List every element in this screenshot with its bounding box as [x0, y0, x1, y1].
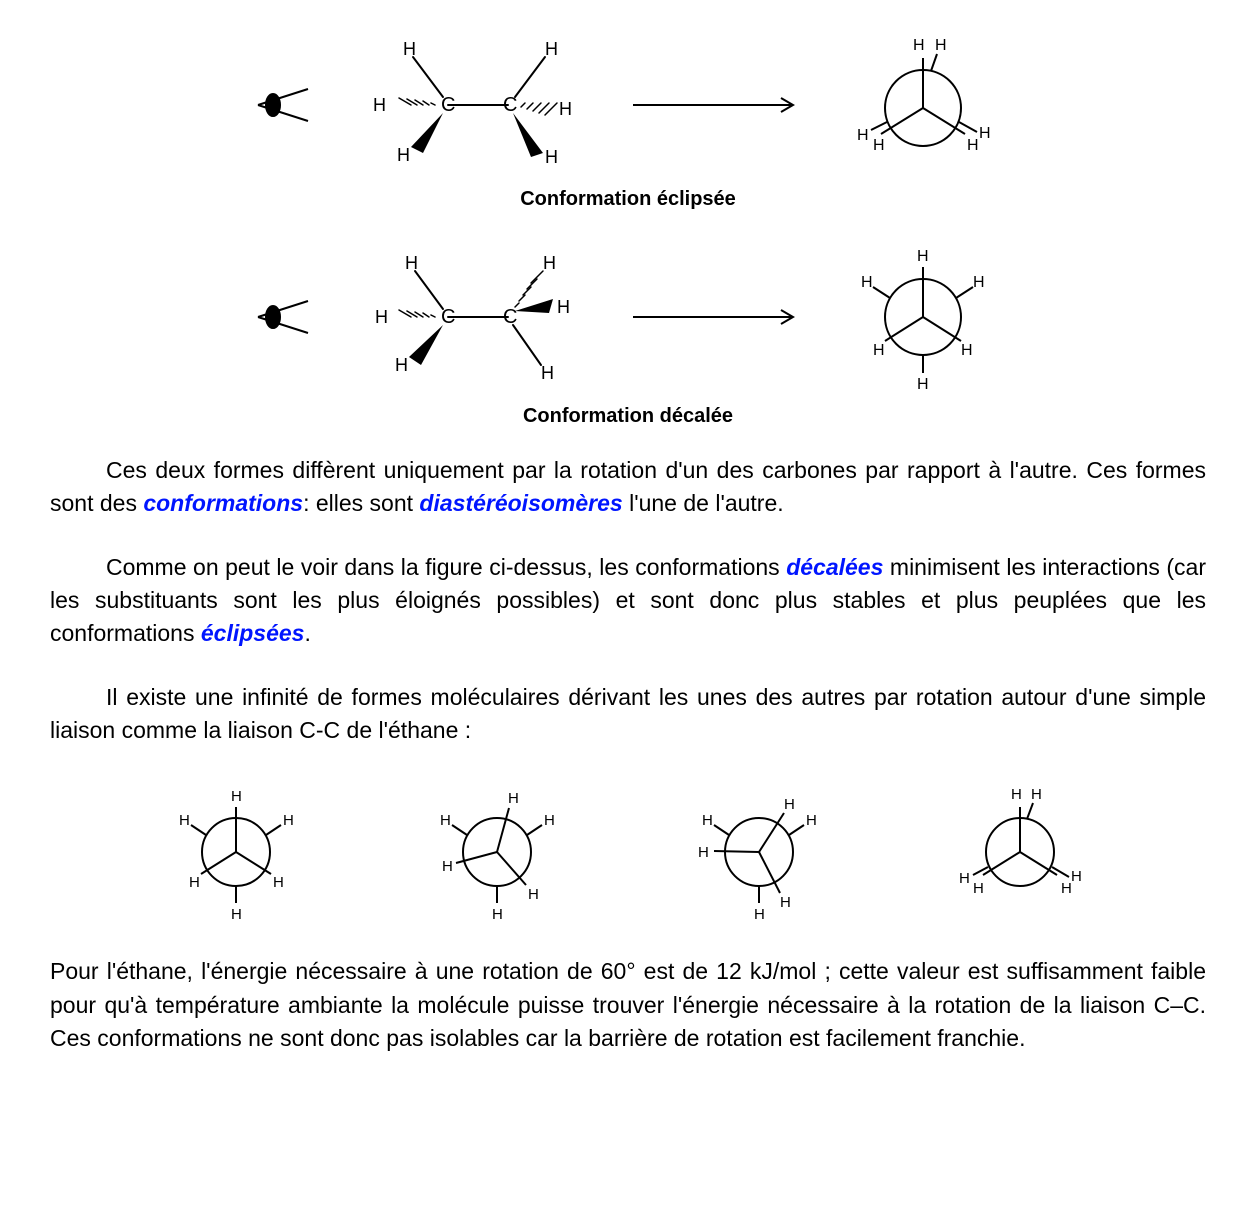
- svg-text:H: H: [508, 790, 519, 807]
- newman-eclipsed: HH HH HH: [843, 30, 1003, 180]
- svg-text:H: H: [935, 37, 947, 54]
- svg-text:H: H: [973, 880, 984, 897]
- svg-text:H: H: [917, 248, 929, 265]
- keyword-decalees: décalées: [786, 554, 883, 580]
- newman-proj-4: HHHHHH: [945, 777, 1095, 927]
- svg-text:H: H: [179, 812, 190, 829]
- svg-text:H: H: [784, 796, 795, 813]
- svg-text:H: H: [873, 342, 885, 359]
- newman-proj-1: H H H H H H: [161, 777, 311, 927]
- svg-text:H: H: [857, 127, 869, 144]
- svg-text:H: H: [541, 363, 554, 383]
- svg-text:H: H: [375, 307, 388, 327]
- svg-text:H: H: [545, 147, 558, 167]
- svg-text:H: H: [231, 906, 242, 923]
- paragraph-2: Comme on peut le voir dans la figure ci-…: [50, 551, 1206, 651]
- svg-text:H: H: [557, 297, 570, 317]
- svg-text:H: H: [1071, 868, 1082, 885]
- svg-text:H: H: [528, 886, 539, 903]
- svg-text:H: H: [397, 145, 410, 165]
- caption-staggered: Conformation décalée: [50, 405, 1206, 428]
- svg-text:H: H: [405, 253, 418, 273]
- figure-staggered-row: C C H H H H H H: [50, 237, 1206, 397]
- svg-text:H: H: [1011, 786, 1022, 803]
- caption-eclipsed: Conformation éclipsée: [50, 188, 1206, 211]
- svg-text:C: C: [503, 306, 517, 328]
- keyword-conformations: conformations: [143, 490, 303, 516]
- paragraph-4: Pour l'éthane, l'énergie nécessaire à un…: [50, 955, 1206, 1055]
- svg-text:H: H: [973, 274, 985, 291]
- eye-icon: [253, 295, 313, 339]
- svg-text:H: H: [492, 906, 503, 923]
- svg-text:H: H: [543, 253, 556, 273]
- svg-text:H: H: [698, 844, 709, 861]
- paragraph-3: Il existe une infinité de formes molécul…: [50, 681, 1206, 748]
- svg-text:H: H: [395, 355, 408, 375]
- svg-text:H: H: [1031, 786, 1042, 803]
- svg-text:H: H: [861, 274, 873, 291]
- figure-eclipsed-row: C C H H H H H: [50, 30, 1206, 180]
- text: : elles sont: [303, 490, 419, 516]
- svg-text:H: H: [440, 812, 451, 829]
- svg-text:H: H: [544, 812, 555, 829]
- newman-proj-3: HHHHHH: [684, 777, 834, 927]
- svg-text:H: H: [283, 812, 294, 829]
- newman-staggered: H H H H H H: [843, 237, 1003, 397]
- svg-text:H: H: [961, 342, 973, 359]
- svg-text:H: H: [979, 125, 991, 142]
- svg-text:H: H: [442, 858, 453, 875]
- newman-series: HHHHHH HHHHHH HHHHHH: [50, 777, 1206, 927]
- svg-text:H: H: [273, 874, 284, 891]
- text: Comme on peut le voir dans la figure ci-…: [106, 554, 786, 580]
- sawhorse-staggered: C C H H H H H H: [353, 247, 593, 387]
- svg-text:H: H: [403, 39, 416, 59]
- svg-text:H: H: [373, 95, 386, 115]
- keyword-eclipsees: éclipsées: [201, 620, 305, 646]
- svg-text:H: H: [780, 894, 791, 911]
- svg-text:H: H: [559, 99, 572, 119]
- text: .: [304, 620, 310, 646]
- keyword-diastereoisomeres: diastéréoisomères: [419, 490, 622, 516]
- svg-text:H: H: [913, 37, 925, 54]
- svg-text:H: H: [806, 812, 817, 829]
- text: l'une de l'autre.: [623, 490, 784, 516]
- svg-text:H: H: [873, 137, 885, 154]
- arrow-icon: [633, 95, 803, 115]
- svg-text:H: H: [967, 137, 979, 154]
- svg-text:H: H: [545, 39, 558, 59]
- newman-proj-2: H H H H H H: [422, 777, 572, 927]
- sawhorse-eclipsed: C C H H H H H: [353, 35, 593, 175]
- svg-text:H: H: [754, 906, 765, 923]
- svg-text:H: H: [702, 812, 713, 829]
- svg-text:H: H: [231, 788, 242, 805]
- svg-text:H: H: [917, 376, 929, 393]
- paragraph-1: Ces deux formes diffèrent uniquement par…: [50, 454, 1206, 521]
- svg-text:H: H: [189, 874, 200, 891]
- arrow-icon: [633, 307, 803, 327]
- svg-text:H: H: [959, 870, 970, 887]
- eye-icon: [253, 83, 313, 127]
